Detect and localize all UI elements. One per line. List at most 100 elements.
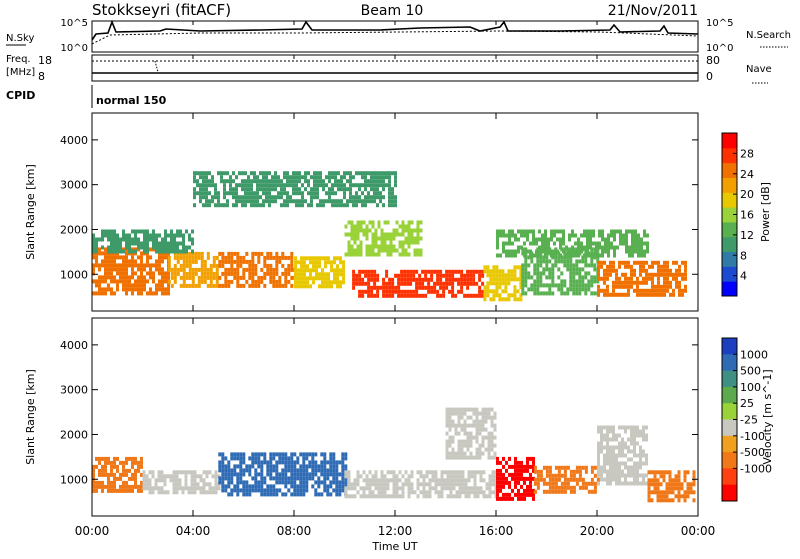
velocity-cell: [590, 489, 594, 494]
power-cell: [457, 269, 461, 274]
power-cell: [380, 232, 384, 237]
power-cell: [155, 249, 158, 254]
power-cell: [389, 252, 393, 257]
power-cell: [173, 271, 177, 276]
power-cell: [227, 279, 231, 284]
power-cell: [489, 277, 493, 282]
power-cell: [371, 240, 375, 245]
velocity-cell: [284, 460, 288, 465]
velocity-cell: [305, 452, 309, 457]
power-cell: [675, 280, 678, 285]
velocity-cell: [545, 465, 549, 470]
power-cell: [672, 276, 675, 281]
power-cell: [601, 245, 604, 250]
power-cell: [295, 187, 298, 192]
power-y-tick-label: 1000: [60, 268, 88, 281]
velocity-colorbar-swatch: [722, 354, 737, 372]
velocity-cell: [472, 435, 476, 440]
velocity-cell: [341, 464, 345, 469]
velocity-cell: [154, 486, 158, 491]
power-cell: [275, 259, 279, 264]
velocity-cell: [475, 411, 479, 416]
velocity-cell: [445, 415, 449, 420]
power-cell: [266, 251, 270, 256]
velocity-cell: [236, 488, 240, 493]
power-cell: [624, 292, 627, 297]
velocity-cell: [581, 485, 585, 490]
power-cell: [575, 291, 579, 296]
velocity-cell: [221, 480, 225, 485]
power-cell: [259, 195, 262, 200]
power-cell: [324, 256, 327, 261]
power-cell: [350, 236, 354, 241]
velocity-cell: [323, 452, 327, 457]
power-cell: [277, 179, 280, 184]
velocity-cell: [455, 474, 459, 479]
power-cell: [277, 191, 280, 196]
velocity-cell: [254, 456, 258, 461]
power-cell: [244, 171, 247, 176]
velocity-cell: [445, 411, 449, 416]
power-cell: [406, 293, 410, 298]
power-cell: [533, 291, 537, 296]
power-cell: [241, 183, 244, 188]
velocity-cell: [178, 482, 182, 487]
velocity-cell: [645, 481, 648, 486]
velocity-cell: [290, 472, 294, 477]
velocity-cell: [371, 474, 375, 479]
velocity-cell: [425, 474, 429, 479]
velocity-cell: [446, 494, 450, 499]
velocity-cell: [101, 464, 104, 469]
power-cell: [257, 255, 261, 260]
power-cell: [601, 249, 604, 254]
velocity-cell: [523, 476, 526, 481]
noise-left-tick-bottom: 10^0: [61, 43, 88, 54]
power-cell: [312, 268, 315, 273]
power-cell: [98, 275, 101, 280]
velocity-cell: [545, 489, 549, 494]
power-cell: [280, 203, 283, 208]
power-cell: [536, 279, 540, 284]
power-cell: [448, 289, 452, 294]
noise-right-tick-bottom: 10^0: [706, 43, 733, 54]
power-cell: [197, 275, 201, 280]
velocity-cell: [633, 473, 636, 478]
velocity-cell: [320, 452, 324, 457]
velocity-cell: [341, 452, 345, 457]
power-cell: [398, 224, 402, 229]
velocity-cell: [193, 474, 197, 479]
velocity-colorbar-swatch: [722, 386, 737, 404]
power-cell: [412, 273, 416, 278]
power-colorbar-swatch: [722, 133, 737, 149]
power-cell: [287, 255, 291, 260]
power-cell: [116, 245, 119, 250]
velocity-cell: [686, 490, 690, 495]
power-cell: [188, 251, 192, 256]
velocity-cell: [563, 481, 567, 486]
power-cell: [386, 236, 390, 241]
velocity-cell: [187, 470, 191, 475]
power-cell: [137, 279, 140, 284]
power-cell: [666, 264, 669, 269]
power-cell: [182, 259, 186, 264]
velocity-cell: [347, 482, 351, 487]
power-cell: [542, 259, 546, 264]
power-cell: [457, 281, 461, 286]
velocity-cell: [454, 423, 458, 428]
power-cell: [596, 279, 600, 284]
power-cell: [128, 283, 131, 288]
power-cell: [642, 276, 645, 281]
nave-right-tick-bottom: 0: [706, 70, 713, 83]
velocity-cell: [257, 464, 261, 469]
velocity-cell: [587, 489, 591, 494]
velocity-cell: [683, 494, 687, 499]
power-cell: [451, 293, 455, 298]
power-cell: [250, 183, 253, 188]
velocity-cell: [609, 469, 612, 474]
power-cell: [125, 279, 128, 284]
velocity-cell: [659, 490, 663, 495]
cpid-label: CPID: [6, 89, 35, 102]
velocity-cell: [416, 478, 420, 483]
power-cell: [280, 187, 283, 192]
velocity-cell: [458, 486, 462, 491]
